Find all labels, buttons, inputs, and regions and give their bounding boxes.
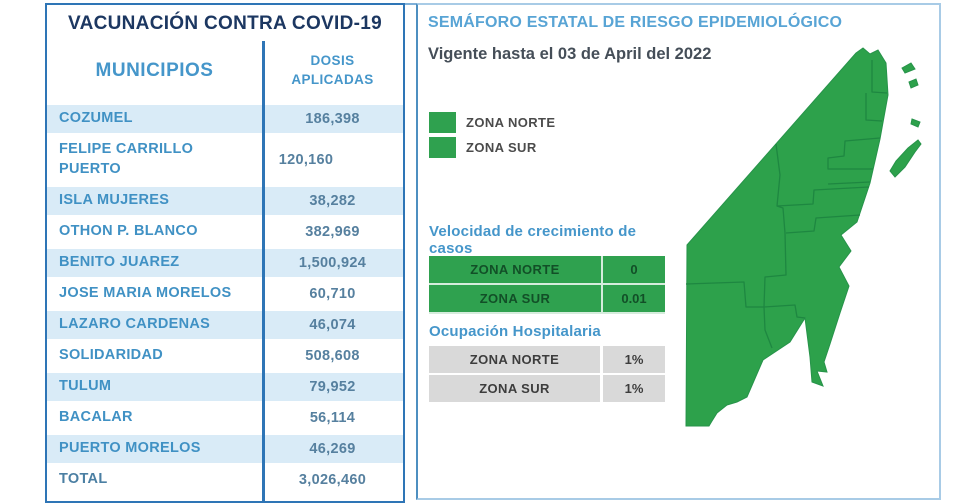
legend-item-sur: ZONA SUR	[429, 137, 555, 158]
cozumel-island-shape	[889, 139, 922, 178]
growth-row-norte: ZONA NORTE 0	[429, 256, 665, 285]
semaphore-panel: SEMÁFORO ESTATAL DE RIESGO EPIDEMIOLÓGIC…	[416, 3, 941, 500]
growth-table: ZONA NORTE 0 ZONA SUR 0.01	[429, 256, 665, 314]
zone-legend: ZONA NORTE ZONA SUR	[429, 112, 555, 162]
vaccination-title: VACUNACIÓN CONTRA COVID-19	[68, 13, 382, 34]
isla-contoy-shape	[901, 62, 916, 74]
islands	[889, 62, 922, 178]
table-row: TULUM 79,952	[47, 373, 403, 401]
semaphore-title: SEMÁFORO ESTATAL DE RIESGO EPIDEMIOLÓGIC…	[428, 14, 843, 31]
table-row: SOLIDARIDAD 508,608	[47, 342, 403, 370]
hospital-row-sur: ZONA SUR 1%	[429, 375, 665, 404]
valid-until-text: Vigente hasta el 03 de April del 2022	[428, 45, 712, 63]
isla-mujeres-shape	[908, 78, 919, 89]
table-row: LAZARO CARDENAS 46,074	[47, 311, 403, 339]
municipios-column-header: MUNICIPIOS	[95, 60, 214, 81]
vaccination-panel: VACUNACIÓN CONTRA COVID-19 MUNICIPIOS DO…	[45, 3, 405, 503]
table-row: JOSE MARIA MORELOS 60,710	[47, 280, 403, 308]
table-row: OTHON P. BLANCO 382,969	[47, 218, 403, 246]
table-row: FELIPE CARRILLO PUERTO 120,160	[47, 136, 403, 184]
hospital-table: ZONA NORTE 1% ZONA SUR 1%	[429, 346, 665, 404]
quintana-roo-map	[664, 45, 939, 485]
column-divider	[262, 41, 265, 501]
state-outline	[685, 47, 889, 427]
table-row: PUERTO MORELOS 46,269	[47, 435, 403, 463]
dosis-column-header: DOSIS APLICADAS	[291, 53, 374, 87]
table-row: COZUMEL 186,398	[47, 105, 403, 133]
small-island-shape	[910, 118, 921, 128]
table-row: ISLA MUJERES 38,282	[47, 187, 403, 215]
hospital-section-title: Ocupación Hospitalaria	[429, 323, 601, 340]
legend-item-norte: ZONA NORTE	[429, 112, 555, 133]
growth-section-title: Velocidad de crecimiento de casos	[429, 223, 637, 258]
state-map-svg	[685, 47, 922, 427]
hospital-row-norte: ZONA NORTE 1%	[429, 346, 665, 375]
green-swatch-icon	[429, 112, 456, 133]
municipality-table: COZUMEL 186,398 FELIPE CARRILLO PUERTO 120…	[47, 105, 403, 497]
table-row: BACALAR 56,114	[47, 404, 403, 432]
growth-row-sur: ZONA SUR 0.01	[429, 285, 665, 314]
table-total-row: TOTAL 3,026,460	[47, 466, 403, 494]
municipal-borders	[685, 60, 888, 349]
green-swatch-icon	[429, 137, 456, 158]
table-header: MUNICIPIOS DOSIS APLICADAS	[47, 41, 403, 101]
table-row: BENITO JUAREZ 1,500,924	[47, 249, 403, 277]
